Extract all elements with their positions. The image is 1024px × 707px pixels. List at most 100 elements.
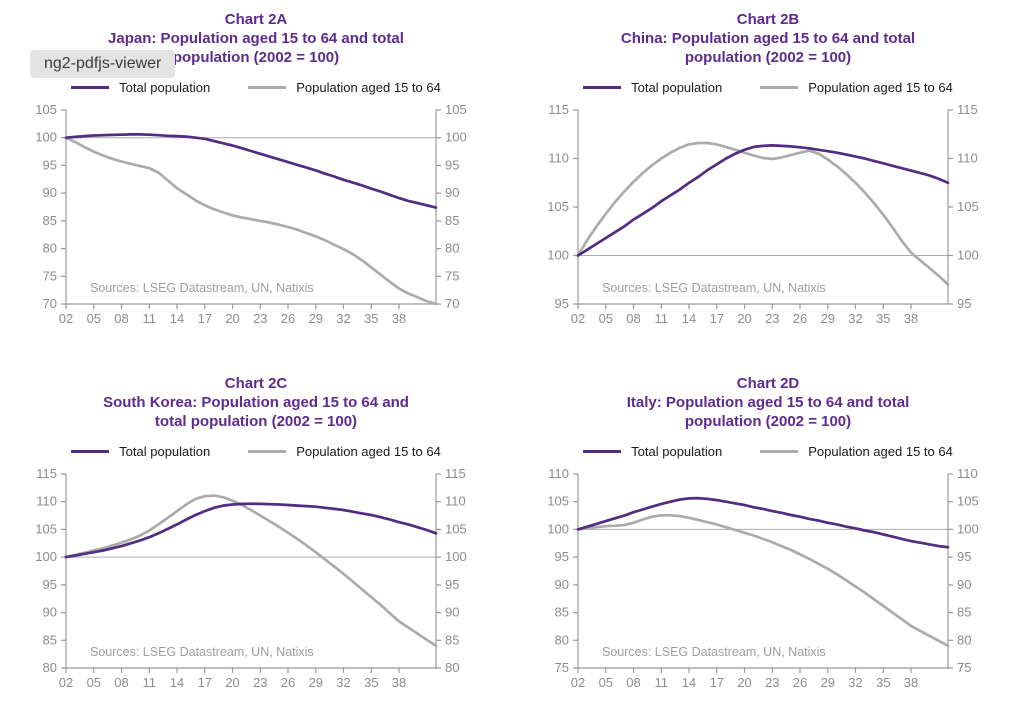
chart-2b-legend: Total population Population aged 15 to 6… (512, 80, 1024, 95)
x-tick-label: 14 (170, 311, 184, 326)
chart-2a-title: Chart 2A Japan: Population aged 15 to 64… (0, 10, 512, 67)
y-tick-label-left: 100 (35, 130, 57, 145)
y-tick-label-left: 85 (555, 605, 569, 620)
population-aged-15-64-line (64, 136, 438, 306)
x-tick-label: 23 (253, 675, 267, 690)
y-tick-label-left: 100 (547, 521, 569, 536)
chart-2a-legend: Total population Population aged 15 to 6… (0, 80, 512, 95)
total-population-line (576, 144, 950, 257)
x-tick-label: 32 (336, 311, 350, 326)
y-tick-label-right: 100 (445, 130, 467, 145)
x-tick-label: 26 (281, 311, 295, 326)
chart-2d-title-line2: Italy: Population aged 15 to 64 and tota… (626, 394, 910, 411)
x-tick-label: 38 (904, 675, 918, 690)
legend-item-aged: Population aged 15 to 64 (248, 80, 441, 95)
x-tick-label: 29 (309, 311, 323, 326)
x-tick-label: 14 (170, 675, 184, 690)
y-tick-label-left: 80 (43, 241, 57, 256)
x-tick-label: 08 (626, 675, 640, 690)
x-tick-label: 08 (114, 311, 128, 326)
total-population-line-swatch (583, 86, 622, 89)
chart-2d-title-line1: Chart 2D (736, 375, 800, 392)
source-note: Sources: LSEG Datastream, UN, Natixis (602, 281, 826, 295)
x-tick-label: 35 (876, 311, 890, 326)
y-tick-label-right: 95 (445, 577, 459, 592)
x-tick-label: 02 (59, 311, 73, 326)
legend-item-total: Total population (71, 444, 210, 459)
y-tick-label-left: 90 (555, 577, 569, 592)
population-aged-15-64-line (576, 513, 950, 648)
aged-15-64-line-swatch (248, 450, 287, 453)
y-tick-label-right: 95 (957, 296, 971, 311)
chart-2c-plot-area: 80 80 85 85 90 90 95 95 100 100 105 105 110 110 115 115… (0, 464, 512, 702)
y-tick-label-left: 80 (43, 660, 57, 675)
x-tick-label: 11 (655, 675, 669, 690)
y-tick-label-right: 85 (445, 213, 459, 228)
y-tick-label-left: 85 (43, 632, 57, 647)
chart-2b-plot-area: 95 95 100 100 105 105 110 110 115 115 02 05 08 11 14 17… (512, 100, 1024, 338)
y-tick-label-left: 105 (547, 199, 569, 214)
x-tick-label: 08 (114, 675, 128, 690)
chart-svg-2D: 75 75 80 80 85 85 90 90 95 95 100 100 105 105 110 110 02… (547, 466, 978, 690)
x-tick-label: 23 (253, 311, 267, 326)
pdf-viewer-tooltip: ng2-pdfjs-viewer (30, 50, 176, 78)
y-tick-label-left: 95 (43, 157, 57, 172)
aged-15-64-line-swatch (248, 86, 287, 89)
y-tick-label-left: 95 (555, 296, 569, 311)
x-tick-label: 17 (710, 311, 724, 326)
legend-label-total: Total population (631, 444, 723, 459)
y-tick-label-right: 75 (957, 660, 971, 675)
x-tick-label: 32 (848, 311, 862, 326)
y-tick-label-right: 105 (445, 102, 467, 117)
y-tick-label-left: 110 (548, 466, 569, 481)
y-tick-label-left: 115 (36, 466, 57, 481)
legend-label-total: Total population (119, 80, 211, 95)
y-tick-label-right: 100 (445, 549, 467, 564)
legend-label-aged: Population aged 15 to 64 (296, 444, 441, 459)
y-tick-label-right: 80 (445, 241, 459, 256)
x-tick-label: 26 (281, 675, 295, 690)
x-tick-label: 29 (309, 675, 323, 690)
y-tick-label-right: 80 (957, 632, 971, 647)
total-population-line (64, 502, 438, 559)
y-tick-label-right: 115 (957, 102, 978, 117)
x-tick-label: 29 (821, 311, 835, 326)
legend-label-aged: Population aged 15 to 64 (808, 80, 953, 95)
y-tick-label-left: 95 (43, 577, 57, 592)
y-tick-label-right: 80 (445, 660, 459, 675)
chart-2d-italy-panel: Chart 2D Italy: Population aged 15 to 64… (512, 353, 1024, 707)
x-tick-label: 05 (87, 675, 101, 690)
x-tick-label: 35 (876, 675, 890, 690)
chart-2a-title-line2: Japan: Population aged 15 to 64 and tota… (108, 30, 404, 47)
y-tick-label-left: 80 (555, 632, 569, 647)
total-population-line-swatch (71, 450, 110, 453)
y-tick-label-left: 115 (548, 102, 569, 117)
y-tick-label-right: 105 (445, 521, 467, 536)
source-note: Sources: LSEG Datastream, UN, Natixis (602, 645, 826, 659)
y-tick-label-right: 115 (445, 466, 466, 481)
x-tick-label: 14 (682, 311, 696, 326)
aged-15-64-line-swatch (760, 450, 799, 453)
total-population-line-swatch (583, 450, 622, 453)
y-tick-label-left: 105 (35, 102, 57, 117)
population-aged-15-64-line (576, 141, 950, 286)
x-tick-label: 17 (198, 675, 212, 690)
chart-2b-title-line2: China: Population aged 15 to 64 and tota… (620, 30, 916, 47)
y-tick-label-left: 100 (547, 248, 569, 263)
legend-label-total: Total population (631, 80, 723, 95)
chart-2b-title: Chart 2B China: Population aged 15 to 64… (512, 10, 1024, 67)
chart-2d-plot-area: 75 75 80 80 85 85 90 90 95 95 100 100 105 105 110 110 02… (512, 464, 1024, 702)
chart-2a-title-line1: Chart 2A (224, 11, 288, 28)
x-tick-label: 38 (392, 675, 406, 690)
legend-item-total: Total population (583, 444, 722, 459)
y-tick-label-right: 110 (957, 151, 978, 166)
x-tick-label: 17 (198, 311, 212, 326)
x-tick-label: 14 (682, 675, 696, 690)
x-tick-label: 05 (599, 311, 613, 326)
x-tick-label: 35 (364, 311, 378, 326)
x-tick-label: 02 (571, 311, 585, 326)
x-tick-label: 20 (737, 675, 751, 690)
y-tick-label-right: 110 (445, 494, 466, 509)
